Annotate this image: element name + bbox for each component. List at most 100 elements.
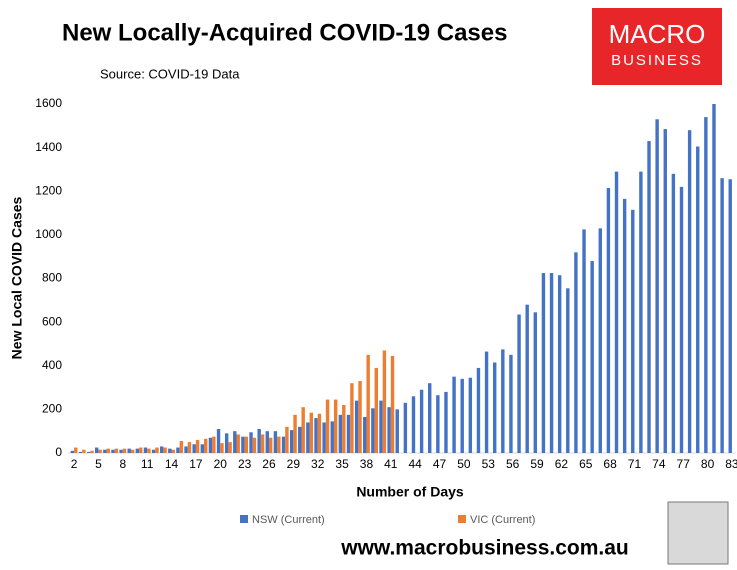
x-tick-label: 68: [603, 457, 617, 471]
bar: [236, 434, 240, 453]
bar: [163, 447, 167, 453]
bar: [509, 354, 513, 453]
bar: [228, 442, 232, 453]
x-tick-label: 11: [141, 457, 154, 471]
bar: [74, 447, 78, 453]
y-tick-label: 0: [55, 445, 62, 459]
bar: [720, 178, 724, 453]
bar: [631, 209, 635, 453]
legend-label: NSW (Current): [252, 514, 325, 526]
bar: [582, 229, 586, 453]
x-tick-label: 50: [457, 457, 471, 471]
x-tick-label: 71: [628, 457, 642, 471]
bar: [492, 362, 497, 453]
bar: [241, 436, 245, 453]
bar: [428, 383, 432, 453]
bar: [444, 391, 448, 453]
bar: [257, 429, 261, 453]
x-tick-label: 2: [71, 457, 78, 471]
y-axis-label: New Local COVID Cases: [9, 196, 25, 359]
bar: [533, 312, 538, 453]
legend-label: VIC (Current): [470, 514, 535, 526]
x-tick-label: 41: [384, 457, 398, 471]
x-tick-label: 77: [677, 457, 691, 471]
bar: [419, 389, 424, 453]
bar: [639, 171, 643, 453]
bar: [541, 273, 546, 453]
bar: [325, 399, 330, 453]
x-tick-label: 5: [95, 457, 102, 471]
bar: [363, 417, 367, 453]
y-tick-label: 200: [42, 402, 62, 416]
bar: [346, 414, 351, 453]
bar: [549, 273, 554, 453]
bar: [671, 173, 676, 454]
bar: [679, 186, 684, 453]
bar: [374, 367, 378, 453]
bar: [484, 351, 489, 453]
x-tick-label: 44: [409, 457, 423, 471]
x-tick-label: 29: [287, 457, 301, 471]
bar: [78, 451, 83, 453]
bar: [366, 354, 370, 453]
bar: [249, 432, 253, 453]
bar: [395, 409, 399, 453]
bar: [260, 434, 265, 453]
bar: [712, 104, 716, 453]
bar: [590, 261, 594, 453]
bar: [598, 228, 602, 453]
bar: [306, 422, 310, 453]
bar: [277, 436, 281, 453]
bar: [95, 447, 99, 453]
x-tick-label: 26: [262, 457, 276, 471]
x-tick-label: 32: [311, 457, 325, 471]
y-tick-label: 1000: [35, 227, 62, 241]
bar: [371, 408, 375, 453]
bar: [176, 447, 180, 453]
bar: [187, 442, 192, 453]
x-tick-label: 59: [530, 457, 544, 471]
legend-swatch: [240, 515, 248, 523]
bar: [216, 429, 221, 453]
x-tick-label: 80: [701, 457, 715, 471]
bar: [130, 449, 135, 453]
x-tick-label: 17: [189, 457, 203, 471]
bar: [436, 395, 440, 453]
x-tick-label: 56: [506, 457, 520, 471]
bar: [171, 449, 175, 453]
bar: [622, 198, 627, 453]
bar: [122, 448, 127, 453]
x-tick-label: 62: [555, 457, 569, 471]
source: Source: COVID-19 Data: [100, 66, 240, 81]
bar: [139, 447, 143, 453]
bar: [195, 439, 200, 453]
x-tick-label: 14: [165, 457, 179, 471]
x-tick-label: 47: [433, 457, 447, 471]
bar: [204, 438, 208, 453]
bar: [106, 448, 110, 453]
bar: [557, 275, 562, 453]
bar: [301, 407, 305, 453]
bar: [468, 377, 473, 453]
bar: [155, 447, 159, 453]
x-tick-label: 23: [238, 457, 252, 471]
x-tick-label: 35: [335, 457, 349, 471]
bar: [390, 355, 395, 453]
bar: [147, 448, 151, 453]
bar: [476, 367, 481, 453]
bar: [265, 431, 269, 453]
bar: [143, 447, 148, 453]
logo-text: BUSINESS: [611, 52, 703, 69]
bar: [151, 449, 156, 453]
x-tick-label: 74: [652, 457, 666, 471]
bar: [647, 141, 651, 454]
website: www.macrobusiness.com.au: [340, 537, 628, 560]
bar: [663, 129, 667, 453]
bar: [159, 446, 164, 453]
x-tick-label: 83: [725, 457, 737, 471]
bar: [606, 187, 611, 453]
x-tick-label: 38: [360, 457, 374, 471]
bar: [86, 451, 91, 453]
bar: [220, 443, 224, 453]
